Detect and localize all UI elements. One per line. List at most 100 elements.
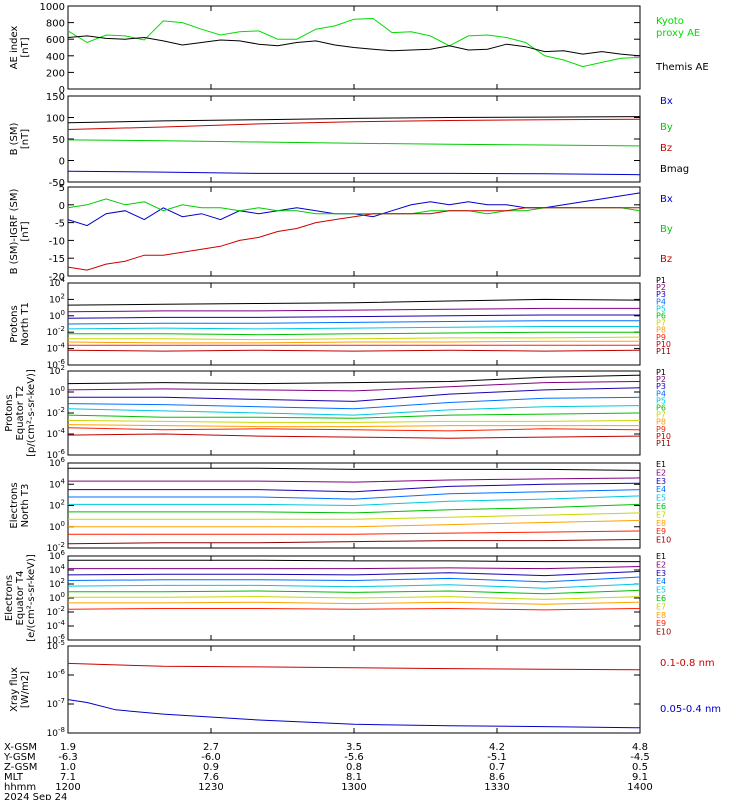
- series-line-p7: [67, 419, 641, 423]
- y-tick-label: 10-7: [47, 697, 65, 710]
- series-line-bmag: [67, 116, 641, 124]
- y-axis-label: Protons: [4, 394, 15, 431]
- panel-frame-3: [67, 186, 641, 277]
- series-line-bx: [67, 170, 641, 176]
- y-tick-label: -15: [49, 254, 65, 265]
- legend-e9: E9: [656, 619, 666, 628]
- x-tick-ygsm: -5.1: [487, 752, 507, 763]
- y-tick-label: 10-2: [47, 325, 65, 338]
- series-line-e4: [67, 576, 641, 583]
- y-axis-label: [nT]: [20, 221, 31, 241]
- series-line-e6: [68, 589, 641, 595]
- y-tick-label: 102: [49, 292, 65, 305]
- legend-e2: E2: [656, 560, 666, 569]
- series-line-bx: [67, 192, 641, 227]
- x-tick-mlt: 8.1: [346, 772, 362, 783]
- series-line-p10: [67, 349, 641, 352]
- series-line-e9: [67, 607, 641, 611]
- y-tick-label: 104: [49, 563, 65, 576]
- legend-e5: E5: [656, 586, 666, 595]
- x-tick-zgsm: 0.5: [632, 762, 648, 773]
- series-line-p10: [67, 433, 641, 439]
- legend-p4: P4: [656, 389, 666, 398]
- legend-p8: P8: [656, 418, 666, 427]
- y-tick-label: -10: [49, 236, 65, 247]
- y-axis-label: North T3: [20, 484, 31, 528]
- series-line-e7: [68, 512, 641, 520]
- y-axis-label: AE index: [9, 26, 20, 70]
- series-line-e6: [68, 503, 641, 514]
- legend-p2: P2: [656, 375, 666, 384]
- legend-p9: P9: [656, 333, 666, 342]
- legend-p2: P2: [656, 283, 666, 292]
- series-line-e5: [67, 583, 641, 589]
- legend-e8: E8: [656, 519, 666, 528]
- x-tick-mlt: 7.6: [203, 772, 219, 783]
- x-tick-ygsm: -4.5: [630, 752, 650, 763]
- series-line-p2: [67, 307, 640, 313]
- x-tick-ygsm: -5.6: [344, 752, 364, 763]
- legend-p3: P3: [656, 290, 666, 299]
- series-line-p8: [67, 424, 640, 428]
- x-tick-mlt: 9.1: [632, 772, 648, 783]
- series-line-0-1-0-8-nm: [67, 662, 641, 671]
- series-line-e2: [68, 477, 641, 483]
- legend-by: By: [660, 224, 673, 235]
- y-tick-label: 600: [46, 35, 65, 46]
- y-tick-label: 0: [59, 85, 65, 96]
- y-tick-label: 102: [49, 499, 65, 512]
- y-tick-label: 106: [49, 456, 65, 469]
- series-line-e8: [68, 601, 641, 605]
- legend-by: By: [660, 122, 673, 133]
- y-tick-label: -20: [49, 272, 65, 283]
- legend-p1: P1: [656, 276, 666, 285]
- series-line-p4: [67, 396, 641, 410]
- y-axis-label: Equator T4: [15, 571, 26, 626]
- y-axis-label: [nT]: [20, 129, 31, 149]
- series-line-0-05-0-4-nm: [67, 699, 641, 729]
- legend-e3: E3: [656, 477, 666, 486]
- x-tick-zgsm: 0.8: [346, 762, 362, 773]
- series-line-p3: [67, 314, 640, 319]
- x-tick-hhmm: 1300: [341, 782, 366, 793]
- x-tick-ygsm: -6.0: [201, 752, 221, 763]
- legend-e4: E4: [656, 485, 666, 494]
- x-tick-xgsm: 1.9: [60, 742, 76, 753]
- series-line-p6: [67, 412, 641, 419]
- legend-bx: Bx: [660, 194, 673, 205]
- y-tick-label: 10-4: [47, 619, 66, 632]
- y-axis-label: [p/(cm²-s-sr-keV)]: [26, 369, 37, 457]
- x-tick-xgsm: 4.2: [489, 742, 505, 753]
- y-axis-label: B (SM): [9, 122, 20, 155]
- legend-bz: Bz: [660, 143, 672, 154]
- y-axis-label: B (SM)-IGRF (SM): [9, 189, 20, 275]
- series-line-p5: [67, 405, 641, 416]
- legend-kyoto-line1: Kyoto: [656, 16, 684, 27]
- x-row-label: hhmm: [4, 782, 36, 793]
- series-line-e1: [68, 559, 640, 563]
- y-axis-label: [e/(cm²-s-sr-keV)]: [26, 554, 37, 642]
- legend-e2: E2: [656, 468, 666, 477]
- legend-p6: P6: [656, 312, 666, 321]
- y-tick-label: 10-6: [47, 448, 66, 461]
- x-tick-mlt: 8.6: [489, 772, 505, 783]
- y-tick-label: 10-6: [47, 633, 66, 646]
- series-line-bz: [67, 207, 640, 271]
- legend-p11: P11: [656, 439, 671, 448]
- legend-bz: Bz: [660, 254, 672, 265]
- legend-e6: E6: [656, 594, 666, 603]
- y-axis-label: Xray flux: [9, 667, 20, 712]
- series-line-e10: [67, 539, 641, 545]
- series-line-e9: [68, 530, 641, 535]
- y-tick-label: 10-8: [47, 726, 65, 739]
- panel-frame-5: [67, 370, 641, 456]
- y-tick-label: 5: [59, 183, 65, 194]
- y-axis-label: Electrons: [4, 575, 15, 621]
- legend-xray-short: 0.05-0.4 nm: [660, 704, 721, 715]
- x-row-label: Z-GSM: [4, 762, 37, 773]
- series-line-p3: [68, 387, 641, 402]
- x-date-label: 2024 Sep 24: [4, 792, 67, 800]
- legend-p11: P11: [656, 347, 671, 356]
- legend-p3: P3: [656, 382, 666, 391]
